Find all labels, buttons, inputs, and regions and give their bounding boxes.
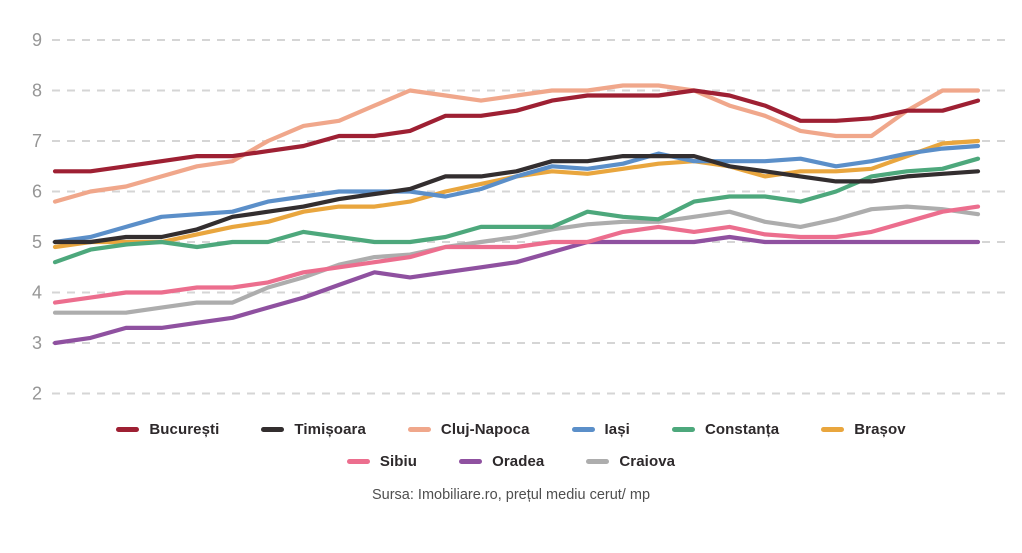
legend-item-București[interactable]: București (116, 421, 219, 438)
source-caption: Sursa: Imobiliare.ro, prețul mediu cerut… (371, 487, 651, 503)
y-axis-label-5: 5 (32, 232, 42, 252)
legend-swatch-București (116, 427, 140, 432)
legend-item-Iași[interactable]: Iași (571, 421, 630, 438)
series-line-Oradea (52, 234, 981, 346)
legend-swatch-Constanța (671, 427, 695, 432)
legend-label-Iași: Iași (604, 421, 630, 438)
series-line-Craiova (52, 204, 981, 315)
legend-swatch-Cluj-Napoca (407, 427, 431, 432)
legend-label-Timișoara: Timișoara (294, 421, 366, 438)
legend-swatch-Craiova (586, 459, 610, 464)
series-line-Sibiu (52, 204, 981, 305)
legend-row-1: București Timișoara Cluj-Napoca Iași Constan… (116, 421, 906, 438)
legend-item-Cluj-Napoca[interactable]: Cluj-Napoca (407, 421, 530, 438)
legend-swatch-Iași (571, 427, 595, 432)
legend-item-Brașov[interactable]: Brașov (821, 421, 906, 438)
legend-item-Oradea[interactable]: Oradea (459, 453, 544, 470)
legend-label-Brașov: Brașov (854, 421, 906, 438)
chart-legend: București Timișoara Cluj-Napoca Iași Constan… (0, 421, 1022, 470)
legend-swatch-Oradea (459, 459, 483, 464)
legend-item-Timișoara[interactable]: Timișoara (261, 421, 366, 438)
legend-item-Constanța[interactable]: Constanța (671, 421, 780, 438)
y-axis-label-8: 8 (32, 81, 42, 101)
series-line-Iași (52, 143, 981, 245)
legend-label-București: București (149, 421, 220, 438)
legend-item-Craiova[interactable]: Craiova (586, 453, 675, 470)
y-axis-label-6: 6 (32, 182, 42, 202)
series-line-București (52, 88, 981, 174)
legend-label-Oradea: Oradea (492, 453, 545, 470)
legend-label-Sibiu: Sibiu (379, 453, 418, 470)
legend-item-Sibiu[interactable]: Sibiu (346, 453, 418, 470)
line-chart-plot-area: 9 8 7 6 5 4 3 2 (32, 30, 1008, 404)
y-axis-label-7: 7 (32, 131, 42, 151)
series-line-Constanța (52, 156, 981, 265)
legend-swatch-Brașov (821, 427, 845, 432)
y-axis-label-2: 2 (32, 384, 42, 404)
y-axis-label-4: 4 (32, 283, 42, 303)
legend-swatch-Sibiu (346, 459, 370, 464)
legend-swatch-Timișoara (261, 427, 285, 432)
legend-row-2: Sibiu Oradea Craiova (346, 453, 675, 470)
series-line-Timișoara (52, 154, 981, 245)
legend-label-Cluj-Napoca: Cluj-Napoca (440, 421, 530, 438)
legend-label-Constanța: Constanța (704, 421, 780, 438)
y-axis-label-3: 3 (32, 333, 42, 353)
y-axis-label-9: 9 (32, 30, 42, 50)
legend-label-Craiova: Craiova (619, 453, 676, 470)
series-line-Cluj-Napoca (52, 83, 981, 204)
